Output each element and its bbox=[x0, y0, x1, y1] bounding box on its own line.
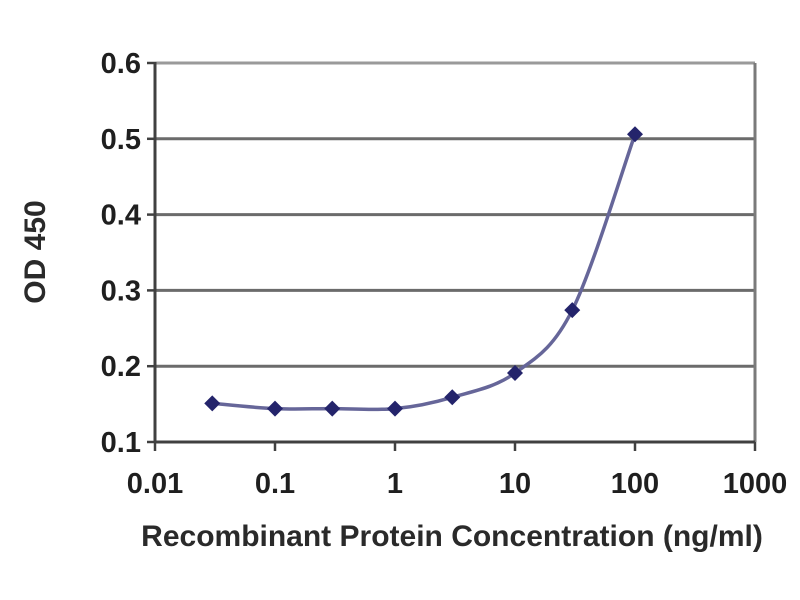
x-tick-label: 10 bbox=[499, 468, 531, 500]
data-point-marker bbox=[267, 400, 283, 417]
data-point-marker bbox=[324, 400, 341, 417]
y-tick-label: 0.3 bbox=[101, 275, 141, 307]
x-tick-label: 0.1 bbox=[255, 468, 295, 500]
y-axis-title: OD 450 bbox=[19, 200, 52, 304]
data-point-marker bbox=[444, 389, 461, 406]
x-tick-label: 100 bbox=[611, 468, 659, 500]
data-point-marker bbox=[387, 400, 403, 417]
y-tick-label: 0.4 bbox=[101, 200, 141, 232]
y-tick-label: 0.6 bbox=[101, 48, 141, 80]
x-tick-label: 1000 bbox=[723, 468, 788, 500]
x-tick-label: 1 bbox=[387, 468, 403, 500]
data-point-marker bbox=[204, 395, 221, 412]
series-line bbox=[212, 133, 637, 412]
data-point-marker bbox=[507, 365, 523, 382]
y-tick-label: 0.2 bbox=[101, 351, 141, 383]
y-tick-label: 0.1 bbox=[101, 427, 141, 459]
data-point-marker bbox=[627, 126, 643, 143]
x-tick-label: 0.01 bbox=[127, 468, 183, 500]
y-tick-label: 0.5 bbox=[101, 124, 141, 156]
data-point-marker bbox=[564, 302, 581, 319]
x-axis-title: Recombinant Protein Concentration (ng/ml… bbox=[141, 520, 763, 553]
